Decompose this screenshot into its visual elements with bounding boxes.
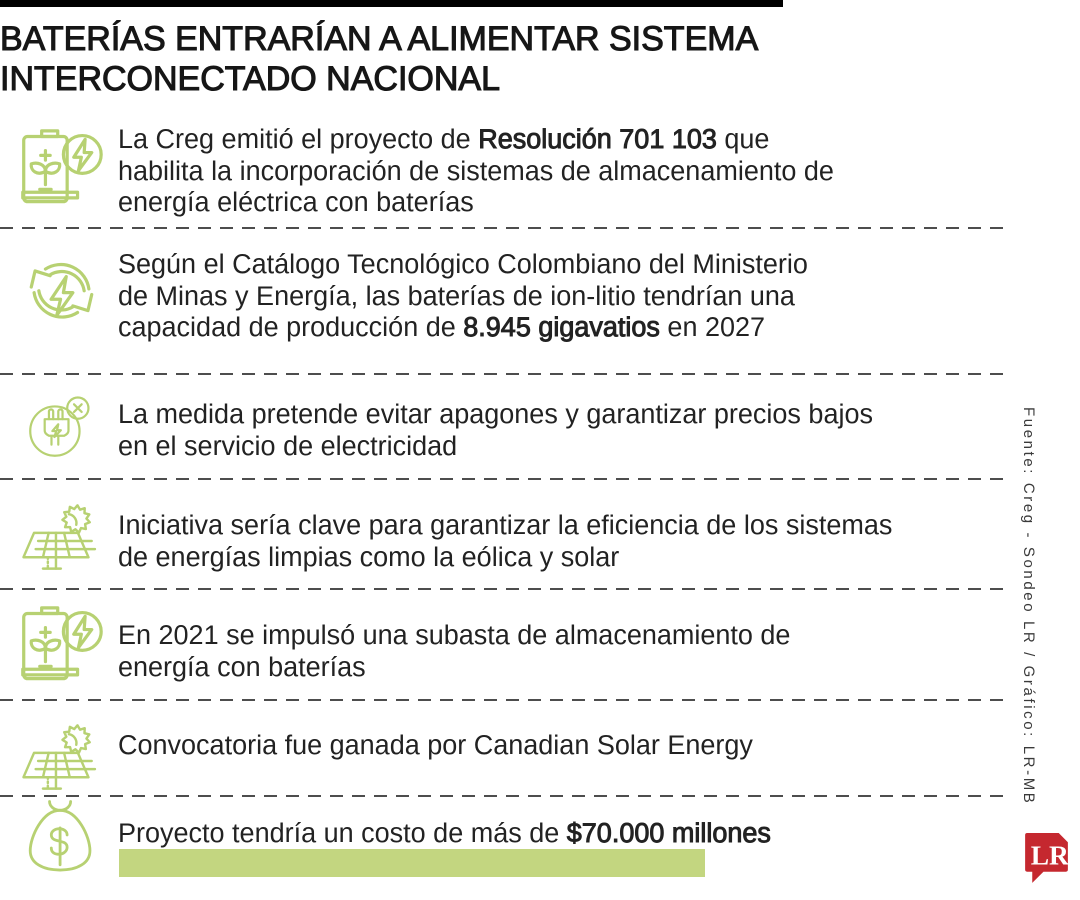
svg-text:LR: LR [1031,841,1070,871]
